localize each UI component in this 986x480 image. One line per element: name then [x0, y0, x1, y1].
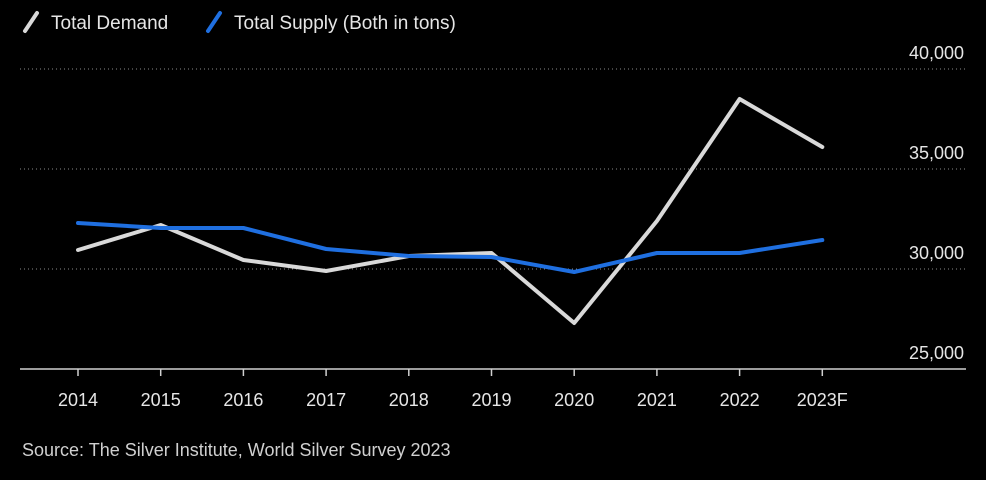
source-note: Source: The Silver Institute, World Silv…: [22, 440, 451, 460]
series-line-total-demand: [76, 97, 825, 325]
legend-swatch-total-supply: [206, 11, 222, 33]
supply-point-2017: [324, 247, 328, 251]
y-tick-label: 40,000: [909, 43, 964, 63]
supply-point-2014: [76, 221, 80, 225]
legend-label-total-supply: Total Supply (Both in tons): [234, 13, 456, 34]
series-lines: [76, 97, 825, 325]
demand-point-2019: [490, 251, 494, 255]
legend-swatch-total-demand: [23, 11, 39, 33]
x-tick-label: 2016: [223, 390, 263, 410]
supply-point-2020: [572, 270, 576, 274]
supply-point-2018: [407, 254, 411, 258]
y-tick-label: 35,000: [909, 143, 964, 163]
demand-point-2016: [241, 258, 245, 262]
series-line-total-supply: [76, 221, 825, 274]
supply-point-2015: [159, 226, 163, 230]
x-tick-label: 2018: [389, 390, 429, 410]
demand-point-2021: [655, 219, 659, 223]
legend-label-total-demand: Total Demand: [51, 13, 168, 34]
y-axis-ticks: 40,000 35,000 30,000 25,000: [909, 43, 964, 363]
x-tick-label: 2014: [58, 390, 98, 410]
gridlines: [20, 68, 966, 270]
y-tick-label: 25,000: [909, 343, 964, 363]
x-tick-label: 2021: [637, 390, 677, 410]
x-tick-label: 2017: [306, 390, 346, 410]
demand-point-2023F: [820, 145, 824, 149]
demand-point-2022: [738, 97, 742, 101]
x-tick-label: 2015: [141, 390, 181, 410]
supply-point-2022: [738, 251, 742, 255]
supply-point-2019: [490, 255, 494, 259]
supply-point-2016: [241, 226, 245, 230]
legend: Total Demand Total Supply (Both in tons): [23, 11, 456, 34]
demand-point-2014: [76, 248, 80, 252]
x-tick-label: 2019: [471, 390, 511, 410]
y-tick-label: 30,000: [909, 243, 964, 263]
supply-point-2023F: [820, 238, 824, 242]
x-tick-label: 2022: [720, 390, 760, 410]
demand-point-2017: [324, 269, 328, 273]
x-tick-label: 2020: [554, 390, 594, 410]
supply-point-2021: [655, 251, 659, 255]
x-axis-ticks: 2014 2015 2016 2017 2018 2019 2020 2021 2022 2023…: [58, 369, 848, 410]
demand-point-2020: [572, 321, 576, 325]
x-tick-label: 2023F: [797, 390, 848, 410]
